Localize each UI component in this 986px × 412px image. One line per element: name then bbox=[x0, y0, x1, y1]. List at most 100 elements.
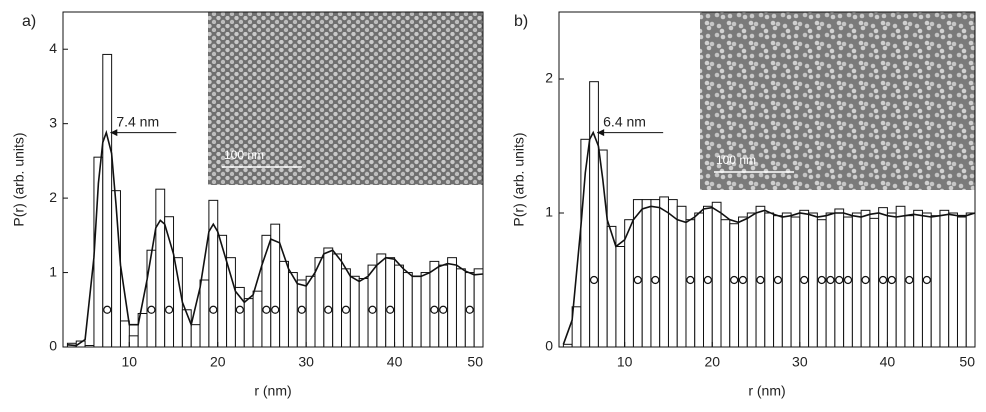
bar bbox=[146, 249, 157, 348]
marker bbox=[386, 305, 395, 314]
marker bbox=[922, 275, 931, 285]
fit-line bbox=[562, 130, 976, 345]
x-tick-label: 30 bbox=[298, 354, 314, 370]
bar bbox=[455, 268, 466, 348]
y-tick-label: 0 bbox=[49, 338, 57, 354]
bar bbox=[199, 279, 210, 348]
bar bbox=[190, 324, 201, 348]
marker bbox=[826, 275, 835, 285]
bar bbox=[939, 209, 950, 348]
bar bbox=[869, 217, 880, 348]
bar bbox=[720, 219, 731, 348]
y-tick-label: 4 bbox=[49, 40, 57, 56]
bar bbox=[781, 212, 792, 348]
panel-label: a) bbox=[22, 13, 36, 30]
bar bbox=[429, 260, 440, 348]
bar bbox=[930, 215, 941, 348]
marker bbox=[817, 275, 826, 285]
annotation: 7.4 nm bbox=[116, 113, 159, 129]
y-tick-label: 3 bbox=[49, 114, 57, 130]
marker bbox=[756, 275, 765, 285]
bar bbox=[243, 298, 254, 348]
bar bbox=[965, 212, 976, 348]
marker bbox=[800, 275, 809, 285]
bar bbox=[764, 212, 775, 348]
marker bbox=[209, 305, 218, 314]
bar bbox=[279, 260, 289, 348]
fit-line bbox=[67, 129, 484, 347]
bar bbox=[746, 212, 757, 348]
bar bbox=[411, 275, 422, 348]
marker bbox=[165, 305, 174, 314]
bar bbox=[217, 234, 228, 348]
bar bbox=[332, 253, 343, 348]
x-tick-label: 40 bbox=[387, 354, 403, 370]
marker bbox=[341, 305, 351, 314]
marker bbox=[843, 275, 853, 285]
x-tick-label: 20 bbox=[704, 354, 720, 370]
bar bbox=[402, 272, 413, 348]
bar bbox=[385, 257, 396, 348]
bar bbox=[650, 199, 661, 348]
bar bbox=[447, 257, 457, 348]
plot-frame bbox=[558, 11, 976, 348]
bar bbox=[615, 246, 626, 348]
bar bbox=[376, 253, 387, 348]
marker bbox=[235, 305, 244, 314]
bar bbox=[632, 199, 643, 348]
marker bbox=[773, 275, 783, 285]
arrow-head bbox=[110, 129, 118, 137]
marker bbox=[633, 275, 642, 285]
bar bbox=[226, 257, 236, 348]
bar bbox=[394, 264, 404, 348]
marker bbox=[147, 305, 156, 314]
inset-image bbox=[208, 12, 483, 185]
bar bbox=[729, 223, 740, 348]
bar bbox=[895, 205, 906, 348]
marker bbox=[887, 275, 896, 285]
marker bbox=[738, 275, 748, 285]
annotation: 6.4 nm bbox=[603, 113, 646, 129]
plot-frame bbox=[62, 11, 484, 348]
y-axis-label: P(r) (arb. units) bbox=[11, 132, 27, 226]
panel-label: b) bbox=[514, 13, 528, 30]
inset-image bbox=[700, 12, 975, 190]
marker bbox=[368, 305, 377, 314]
y-axis-label: P(r) (arb. units) bbox=[511, 132, 527, 226]
x-tick-label: 10 bbox=[617, 354, 633, 370]
bar bbox=[473, 268, 484, 348]
bar bbox=[287, 272, 298, 348]
scale-label: 100 nm bbox=[224, 148, 264, 162]
bar bbox=[641, 199, 652, 348]
bar bbox=[323, 247, 334, 348]
arrow-head bbox=[597, 129, 605, 137]
marker bbox=[651, 275, 660, 285]
bar bbox=[305, 275, 316, 348]
marker bbox=[465, 305, 474, 314]
marker bbox=[271, 305, 280, 314]
x-tick-label: 40 bbox=[880, 354, 896, 370]
marker bbox=[861, 275, 870, 285]
marker bbox=[703, 275, 712, 285]
marker bbox=[835, 275, 844, 285]
bar bbox=[711, 201, 722, 348]
bar bbox=[589, 81, 599, 348]
y-tick-label: 2 bbox=[49, 189, 57, 205]
bar bbox=[358, 278, 369, 348]
bar bbox=[667, 199, 678, 348]
bar bbox=[913, 209, 923, 348]
marker bbox=[439, 305, 448, 314]
marker bbox=[730, 275, 739, 285]
marker bbox=[103, 305, 112, 314]
bar bbox=[948, 212, 958, 348]
bar bbox=[808, 212, 818, 348]
x-tick-label: 50 bbox=[959, 354, 975, 370]
bar bbox=[252, 290, 263, 348]
bar bbox=[659, 196, 669, 348]
y-tick-label: 2 bbox=[545, 70, 553, 86]
scale-label: 100 nm bbox=[716, 153, 756, 167]
marker bbox=[905, 275, 914, 285]
bar bbox=[790, 216, 801, 348]
